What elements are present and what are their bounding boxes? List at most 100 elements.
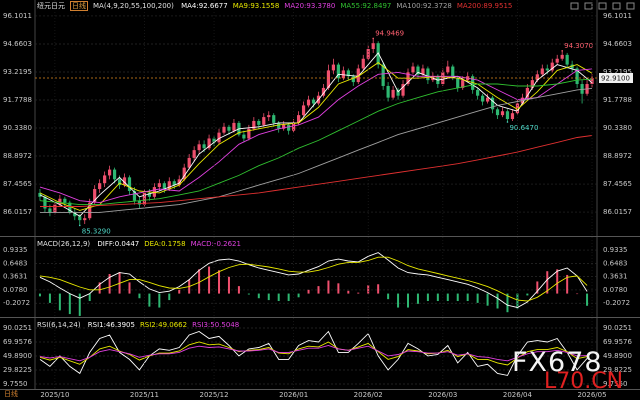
histogram-bar — [516, 293, 519, 309]
toolbar-icon[interactable] — [584, 2, 593, 10]
indicator-line — [39, 256, 588, 302]
candle-body — [336, 64, 340, 79]
histogram-bar — [208, 266, 211, 294]
y-tick-label: 87.4565 — [3, 180, 32, 188]
candle-body — [73, 212, 77, 217]
candle-body — [192, 150, 196, 158]
histogram-bar — [496, 293, 499, 309]
extreme-label: 85.3290 — [82, 227, 111, 235]
candle-body — [451, 66, 455, 79]
y-tick-label: -0.2072 — [3, 299, 30, 307]
histogram-bar — [377, 284, 380, 294]
candle-body — [103, 175, 107, 184]
extreme-label: 94.9469 — [375, 29, 404, 37]
ma-line — [39, 78, 593, 206]
candle-body — [331, 64, 336, 71]
histogram-bar — [257, 293, 260, 299]
candle-body — [540, 68, 544, 75]
ma-line — [39, 68, 593, 204]
candle-body — [376, 43, 380, 65]
y-tick-label: 0.0780 — [3, 286, 28, 294]
main-header: 纽元日元 日线 MA(4,9,20,55,100,200) MA4:92.6677 M… — [37, 1, 517, 11]
histogram-bar — [237, 286, 240, 294]
x-tick-label: 2026/05 — [577, 391, 606, 399]
y-tick-label: 96.1011 — [603, 12, 632, 20]
histogram-bar — [526, 293, 529, 296]
histogram-bar — [387, 293, 390, 300]
y-tick-label: 88.8972 — [3, 152, 32, 160]
histogram-bar — [327, 280, 330, 294]
candle-body — [187, 157, 191, 168]
histogram-bar — [148, 293, 151, 307]
rsi-header: RSI(6,14,24) RSI1:46.3905 RSI2:49.0662 RSI… — [37, 321, 244, 330]
y-tick-label: 0.9335 — [603, 246, 628, 254]
period[interactable]: 日线 — [70, 1, 88, 11]
y-tick-label: 94.6603 — [3, 40, 32, 48]
legend-entry: MA55:92.8497 — [340, 2, 392, 10]
candle-body — [132, 190, 137, 201]
histogram-bar — [48, 293, 51, 303]
ma-line — [40, 135, 593, 207]
candle-body — [296, 115, 301, 123]
candle-body — [545, 68, 549, 71]
x-tick-label: 2025/10 — [40, 391, 69, 399]
candle-body — [530, 80, 534, 88]
candle-body — [172, 181, 176, 186]
histogram-bar — [506, 293, 509, 313]
toolbar-icon[interactable] — [570, 2, 579, 10]
candle-body — [88, 202, 92, 219]
histogram-bar — [456, 293, 459, 302]
last-price-label: 92.9100 — [601, 75, 630, 83]
ma-line — [39, 52, 593, 217]
toolbar-icon[interactable] — [598, 2, 607, 10]
histogram-bar — [337, 283, 340, 294]
legend-entry: MA20:93.3780 — [284, 2, 336, 10]
indicator-line — [39, 252, 588, 308]
histogram-bar — [98, 282, 101, 294]
candle-body — [43, 196, 47, 209]
extreme-marker — [78, 224, 81, 227]
histogram-bar — [317, 286, 320, 294]
legend-entry: MA4:92.6677 — [181, 2, 228, 10]
candle-body — [247, 128, 251, 139]
candle-body — [53, 204, 57, 213]
histogram-bar — [277, 293, 280, 302]
toolbar-icon[interactable] — [626, 2, 635, 10]
candle-body — [401, 84, 405, 96]
candle-body — [147, 192, 151, 197]
toolbar-icon[interactable] — [612, 2, 621, 10]
candle-body — [127, 177, 132, 191]
candle-body — [490, 97, 495, 110]
candle-body — [262, 117, 266, 125]
candle-body — [481, 95, 485, 102]
histogram-bar — [426, 293, 429, 302]
y-tick-label: 9.7550 — [3, 380, 28, 388]
y-tick-label: 87.4565 — [603, 180, 632, 188]
legend-entry: MA9:93.1558 — [232, 2, 280, 10]
histogram-bar — [357, 292, 360, 294]
y-tick-label: 96.1011 — [3, 12, 32, 20]
candle-body — [361, 58, 365, 69]
macd-title: MACD(26,12,9) — [37, 240, 91, 248]
candle-body — [222, 126, 226, 133]
x-tick-label: 2026/03 — [428, 391, 457, 399]
candle-body — [227, 126, 231, 131]
legend-entry: DEA:0.1758 — [144, 240, 186, 248]
histogram-bar — [367, 285, 370, 294]
extreme-marker — [372, 37, 374, 40]
candle-body — [252, 120, 256, 129]
indicator-line — [39, 330, 588, 376]
y-tick-label: 93.2195 — [3, 68, 32, 76]
histogram-bar — [536, 281, 539, 294]
candle-body — [38, 192, 42, 197]
candle-body — [321, 87, 326, 96]
legend-entry: MA100:92.3728 — [396, 2, 452, 10]
histogram-bar — [407, 293, 410, 308]
histogram-bar — [38, 293, 41, 297]
candle-body — [411, 66, 415, 73]
histogram-bar — [218, 270, 221, 294]
candle-body — [83, 218, 87, 221]
candle-body — [197, 144, 201, 151]
histogram-bar — [546, 271, 549, 294]
